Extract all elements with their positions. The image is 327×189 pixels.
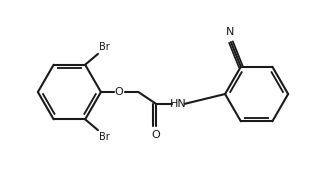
Text: O: O (152, 130, 161, 140)
Text: Br: Br (99, 132, 110, 142)
Text: HN: HN (169, 99, 186, 109)
Text: O: O (114, 87, 123, 97)
Text: N: N (226, 27, 234, 37)
Text: Br: Br (99, 42, 110, 52)
